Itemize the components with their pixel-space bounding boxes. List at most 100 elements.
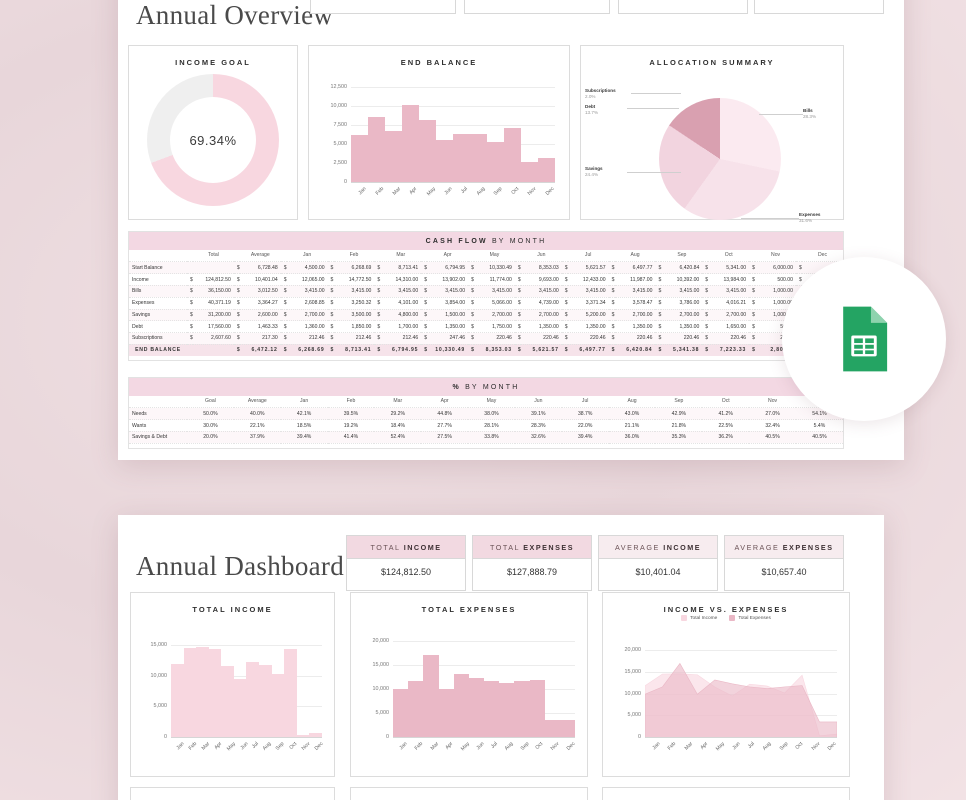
table-cell: 220.46 [567,332,609,345]
currency-symbol [187,261,193,275]
table-cell: 2,800.0 [755,344,796,356]
currency-symbol: $ [561,297,568,310]
currency-symbol: $ [561,332,568,345]
google-sheets-badge [782,257,946,421]
row-label: Needs [129,407,187,421]
bar [309,732,322,738]
table-cell: 3,415.00 [380,285,422,298]
currency-symbol: $ [468,309,475,322]
currency-symbol: $ [468,285,475,298]
currency-symbol: $ [702,297,709,310]
column-header [129,250,187,263]
row-label: Income [129,273,187,286]
currency-symbol: $ [421,344,428,356]
total-expenses-panel: TOTAL EXPENSES 0 5,000 10,000 15,000 20,000 J… [350,592,588,777]
x-axis-tick-label: Apr [444,741,455,751]
currency-symbol: $ [421,261,428,275]
x-axis-tick-label: Nov [549,741,561,752]
currency-symbol: $ [233,273,240,286]
x-axis-tick-label: Oct [287,741,298,751]
pie-slice-label: Bills 28.3% [803,108,817,120]
bar [419,119,436,183]
currency-symbol: $ [468,320,475,334]
currency-symbol: $ [749,261,756,275]
table-cell: 35.3% [655,431,703,444]
bar [453,133,470,183]
total-expenses-plot: 0 5,000 10,000 15,000 20,000 Jan Feb Mar Apr May J… [373,637,576,752]
currency-symbol: $ [468,332,475,345]
pie-leader-line [759,114,803,115]
legend-swatch [681,615,688,621]
table-cell: 31,200.00 [193,309,234,322]
x-axis-tick-label: May [225,741,237,753]
income-goal-panel: INCOME GOAL 69.34% [128,45,298,220]
table-cell: 2,700.00 [474,309,515,322]
x-axis [393,737,575,738]
currency-symbol: $ [608,297,615,310]
pie-leader-line [627,172,681,173]
table-row: Income $124,812.50 $10,401.04 $12,065.00 $14… [129,273,843,286]
x-axis-tick-label: Jan [651,741,662,752]
table-cell: 10,401.04 [239,273,281,286]
x-axis-tick-label: May [459,741,471,753]
bar-series [393,637,576,738]
table-cell: 12,065.00 [286,273,328,286]
column-header: Jun [514,396,562,409]
currency-symbol: $ [233,332,240,345]
currency-symbol: $ [327,344,334,356]
table-cell: 52.4% [374,431,422,444]
currency-symbol: $ [280,332,287,345]
x-axis-tick-label: Jun [443,186,454,197]
x-axis-tick-label: Feb [413,741,425,752]
table-cell: 32.6% [514,431,562,444]
table-row: Savings $31,200.00 $2,600.00 $2,700.00 $3,50… [129,309,843,322]
table-cell: 3,415.00 [427,285,469,298]
currency-symbol: $ [795,261,802,275]
pie-slice-label: Debt 13.7% [585,104,599,116]
kpi-label: TOTAL INCOME [347,536,465,558]
bar [423,655,439,738]
y-axis-tick-label: 0 [638,734,641,740]
table-row: Wants 30.0% 22.1% 18.5% 19.2% 18.4% 27.7% 28.1%… [129,419,843,432]
column-header: Apr [421,396,469,409]
x-axis [351,182,555,183]
pie-leader-line [627,108,679,109]
currency-symbol: $ [421,332,428,345]
table-cell: 4,500.00 [286,261,328,275]
table-cell: 247.46 [427,332,469,345]
currency-symbol: $ [561,261,568,275]
table-cell: 6,497.77 [614,261,656,275]
allocation-summary-panel: ALLOCATION SUMMARY Bills 28.3% Expenses 31.… [580,45,844,223]
currency-symbol: $ [374,332,381,345]
bar [436,140,453,183]
table-cell [193,261,234,275]
column-header: Jan [286,250,328,263]
pie-slice-label: Savings 24.4% [585,166,603,178]
x-axis-tick-label: Feb [666,741,678,752]
table-cell: 39.1% [514,407,562,421]
table-cell: 40.0% [233,407,281,421]
currency-symbol: $ [187,332,193,345]
y-axis-tick-label: 20,000 [624,647,642,654]
currency-symbol: $ [702,320,709,334]
column-header: Jan [280,396,328,409]
currency-symbol: $ [561,273,568,286]
table-cell: 13,984.00 [708,273,750,286]
x-axis [645,737,837,738]
x-axis-tick-label: Feb [187,741,199,752]
table-cell: 217.30 [239,332,281,345]
legend-item[interactable]: Total Income [681,615,717,621]
legend-item[interactable]: Total Expenses [729,615,771,621]
table-cell: 8,713.41 [380,261,422,275]
bar [438,689,454,738]
currency-symbol: $ [514,285,521,298]
table-cell: 6,420.84 [661,261,703,275]
table-row: Savings & Debt 20.0% 37.9% 39.4% 41.4% 52.4% 2… [129,431,843,444]
kpi-card-start-date: START DATE Jan 2024 [310,0,456,14]
table-cell: 27.7% [421,419,469,432]
column-header: Average [233,396,281,409]
x-axis-labels: Jan Feb Mar Apr May Jun Jul Aug Sep Oct Nov Dec [645,738,837,752]
x-axis-tick-label: Jul [250,741,260,750]
currency-symbol: $ [233,309,240,322]
currency-symbol: $ [468,297,475,310]
